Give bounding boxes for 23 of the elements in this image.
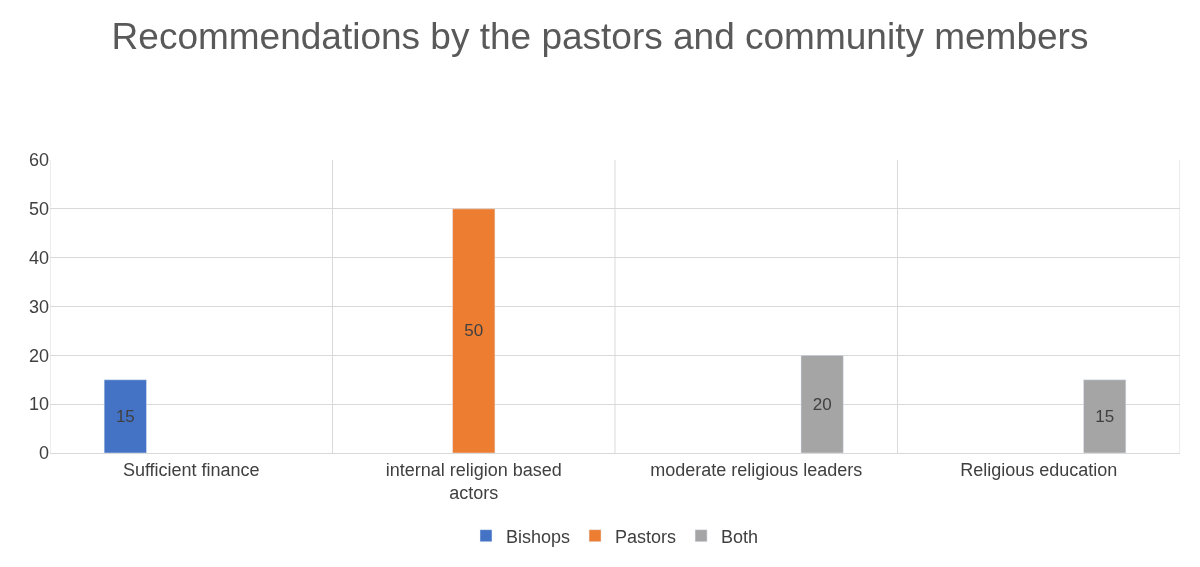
y-tick-label: 30 (28, 296, 49, 317)
bar (452, 208, 496, 453)
x-tick-label: Religious education (960, 459, 1118, 480)
bar (800, 355, 844, 453)
chart-title: Recommendations by the pastors and community members (111, 15, 1089, 57)
bar (103, 379, 147, 453)
x-tick-label: Sufficient finance (122, 459, 260, 480)
data-label: 15 (1095, 406, 1115, 426)
data-label: 20 (812, 394, 832, 414)
data-label: 50 (464, 321, 484, 341)
legend-label: Pastors (615, 526, 677, 547)
legend-label: Bishops (506, 526, 571, 547)
y-tick-label: 10 (28, 394, 49, 415)
y-tick-label: 50 (28, 199, 49, 220)
x-tick-label: internal religion based actors (385, 459, 562, 503)
bar (1083, 379, 1127, 453)
y-tick-label: 0 (38, 443, 49, 464)
y-tick-label: 60 (28, 150, 49, 171)
legend-label: Both (721, 526, 759, 547)
y-tick-label: 20 (28, 345, 49, 366)
x-tick-label: moderate religious leaders (650, 459, 863, 480)
data-label: 15 (115, 406, 135, 426)
y-tick-label: 40 (28, 247, 49, 268)
